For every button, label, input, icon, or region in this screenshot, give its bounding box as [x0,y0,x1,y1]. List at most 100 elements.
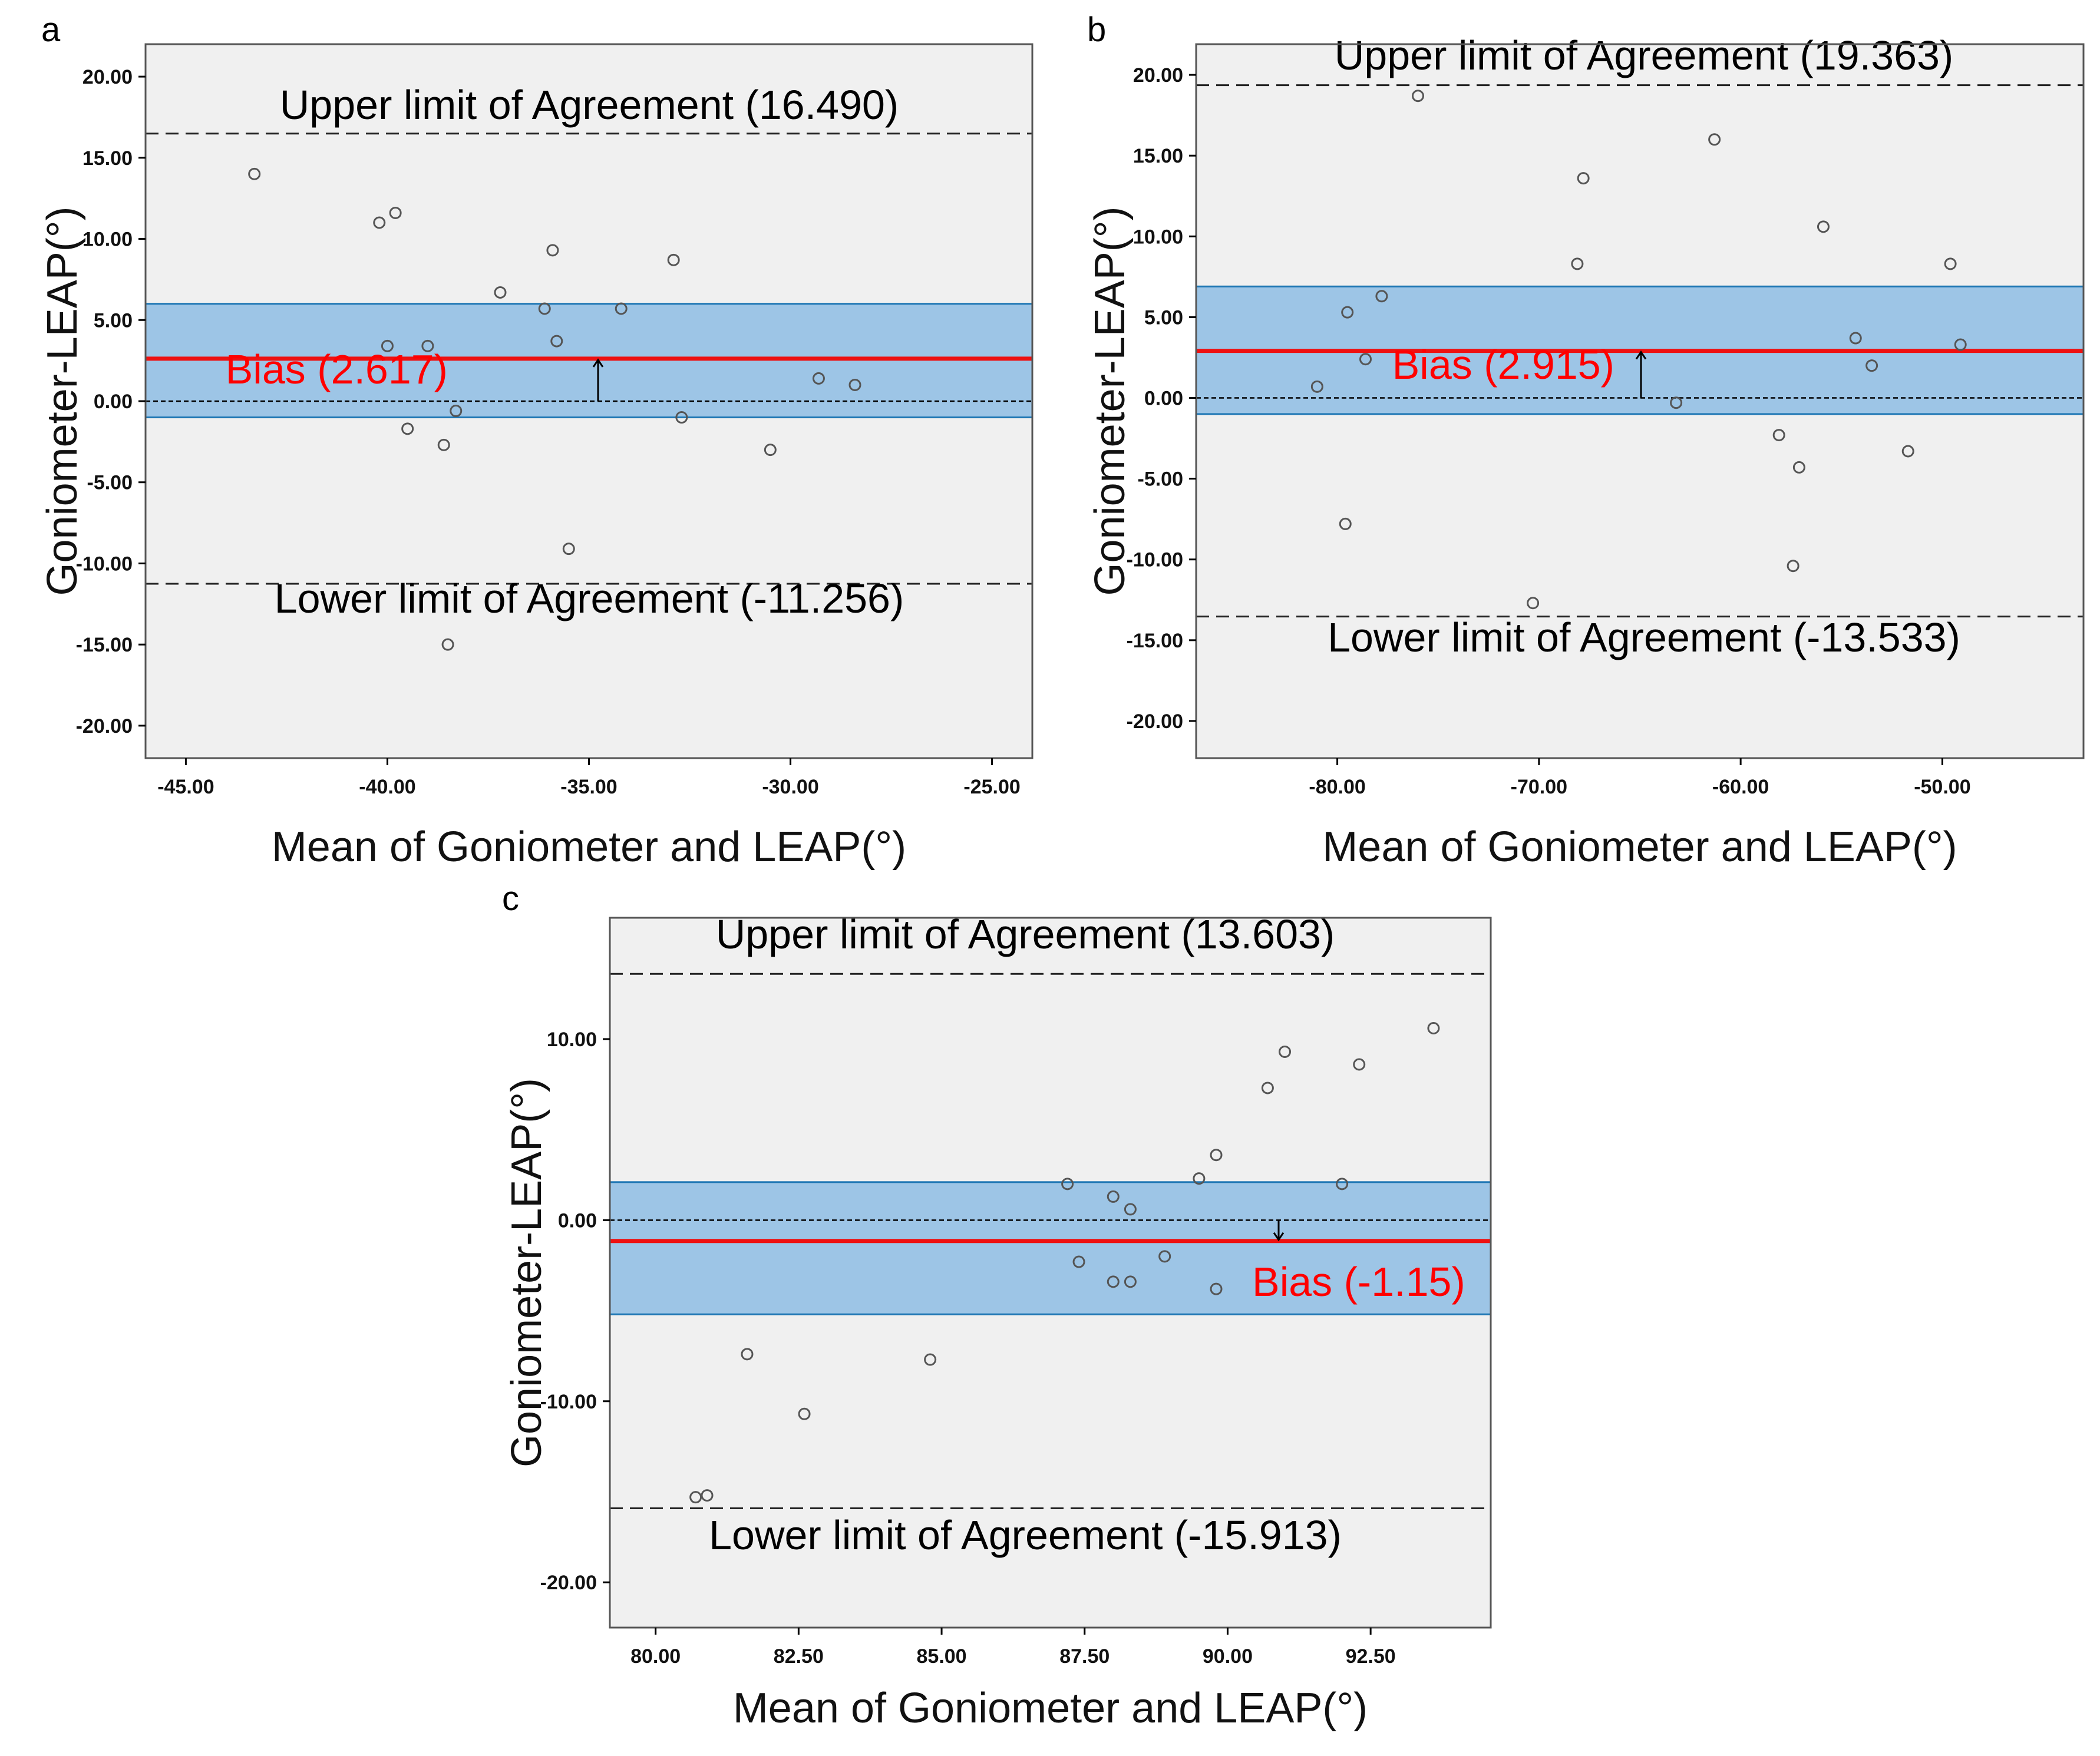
x-tick-label: -50.00 [1914,776,1970,798]
data-point [741,1348,754,1361]
x-tick-label: -60.00 [1712,776,1769,798]
plot-frame [1195,43,2085,759]
data-point [1261,1082,1274,1094]
x-tick-label: 80.00 [630,1645,681,1668]
data-point [764,444,777,457]
data-point [1792,461,1805,474]
data-point [701,1489,714,1502]
bias-arrow-head [1273,1232,1285,1242]
data-point [373,216,386,229]
x-tick-label: -80.00 [1309,776,1365,798]
data-point [494,286,507,299]
y-tick-label: -20.00 [540,1572,597,1594]
data-point [1124,1203,1137,1216]
panel-b: b Upper limit of Agreement (19.363) Lower … [1087,11,2085,871]
y-tick-label: 5.00 [94,309,133,332]
x-tick-label: 90.00 [1203,1645,1253,1668]
data-point [615,302,628,315]
x-axis-title: Mean of Goniometer and LEAP(°) [1322,824,1957,871]
x-tick-label: -45.00 [157,776,214,798]
data-point [1944,257,1957,270]
data-point [1571,257,1584,270]
data-point [450,405,463,418]
data-point [1210,1149,1223,1162]
data-point [1849,332,1862,345]
data-point [1339,517,1352,530]
data-point [437,438,450,451]
y-axis-title: Goniometer-LEAP(°) [503,1078,550,1467]
y-tick-label: 5.00 [1144,306,1183,329]
data-point [1061,1178,1074,1190]
data-point [389,206,402,219]
y-tick-label: 10.00 [1133,226,1183,248]
upper-loa-label: Upper limit of Agreement (19.363) [1335,32,1954,78]
data-point [1708,133,1721,146]
data-point [1901,445,1914,458]
data-point [1193,1172,1206,1185]
plot-frame [609,917,1492,1629]
data-point [1375,290,1388,303]
data-point [1353,1058,1366,1071]
y-axis-title: Goniometer-LEAP(°) [39,206,86,596]
x-tick-label: -40.00 [359,776,415,798]
y-tick-label: -10.00 [76,553,133,575]
data-point [924,1353,937,1366]
data-point [1427,1022,1440,1035]
data-point [798,1407,811,1420]
y-tick-label: 10.00 [82,229,133,251]
data-point [1412,90,1424,102]
data-point [1670,396,1683,409]
y-tick-label: 20.00 [82,66,133,88]
upper-loa-label: Upper limit of Agreement (13.603) [716,911,1335,957]
lower-loa-label: Lower limit of Agreement (-11.256) [275,576,904,621]
data-point [248,167,261,180]
y-tick-label: -10.00 [1127,549,1183,571]
panel-a: a Upper limit of Agreement (16.490) Lower … [39,11,1034,871]
data-point [550,335,563,348]
data-point [1341,306,1354,319]
bias-label: Bias (2.915) [1392,342,1614,388]
agreement-band [609,1181,1492,1315]
panel-letter: b [1087,11,1106,49]
y-tick-label: -15.00 [76,634,133,656]
data-point [1124,1275,1137,1288]
data-point [1310,380,1323,393]
lower-loa-label: Lower limit of Agreement (-13.533) [1328,614,1960,660]
data-point [675,411,688,424]
data-point [1336,1178,1349,1190]
y-tick-label: 0.00 [558,1209,597,1232]
upper-loa-label: Upper limit of Agreement (16.490) [280,82,899,128]
y-tick-label: 20.00 [1133,64,1183,87]
bias-arrow-head [592,358,604,368]
data-point [1772,429,1785,442]
data-point [1954,338,1967,351]
data-point [1107,1190,1120,1203]
data-point [1158,1250,1171,1263]
data-point [1865,359,1878,372]
x-axis-title: Mean of Goniometer and LEAP(°) [272,824,906,871]
y-tick-label: -5.00 [1138,468,1184,491]
data-point [1787,560,1799,573]
y-tick-label: -20.00 [1127,710,1183,733]
bias-label: Bias (-1.15) [1252,1259,1465,1305]
x-tick-label: -30.00 [762,776,818,798]
y-tick-label: 15.00 [82,147,133,170]
data-point [1359,353,1372,366]
data-point [562,543,575,555]
x-tick-label: -35.00 [560,776,617,798]
x-tick-label: 82.50 [774,1645,824,1668]
y-tick-label: 15.00 [1133,145,1183,167]
x-tick-label: 87.50 [1059,1645,1110,1668]
x-axis-title: Mean of Goniometer and LEAP(°) [733,1685,1368,1732]
data-point [812,372,825,385]
data-point [689,1491,702,1504]
x-tick-label: 85.00 [917,1645,967,1668]
data-point [1577,172,1590,185]
panel-letter: a [41,11,61,49]
data-point [546,244,559,257]
panel-letter: c [502,879,519,918]
y-tick-label: -15.00 [1127,630,1183,652]
data-point [441,638,454,651]
data-point [1527,597,1540,610]
